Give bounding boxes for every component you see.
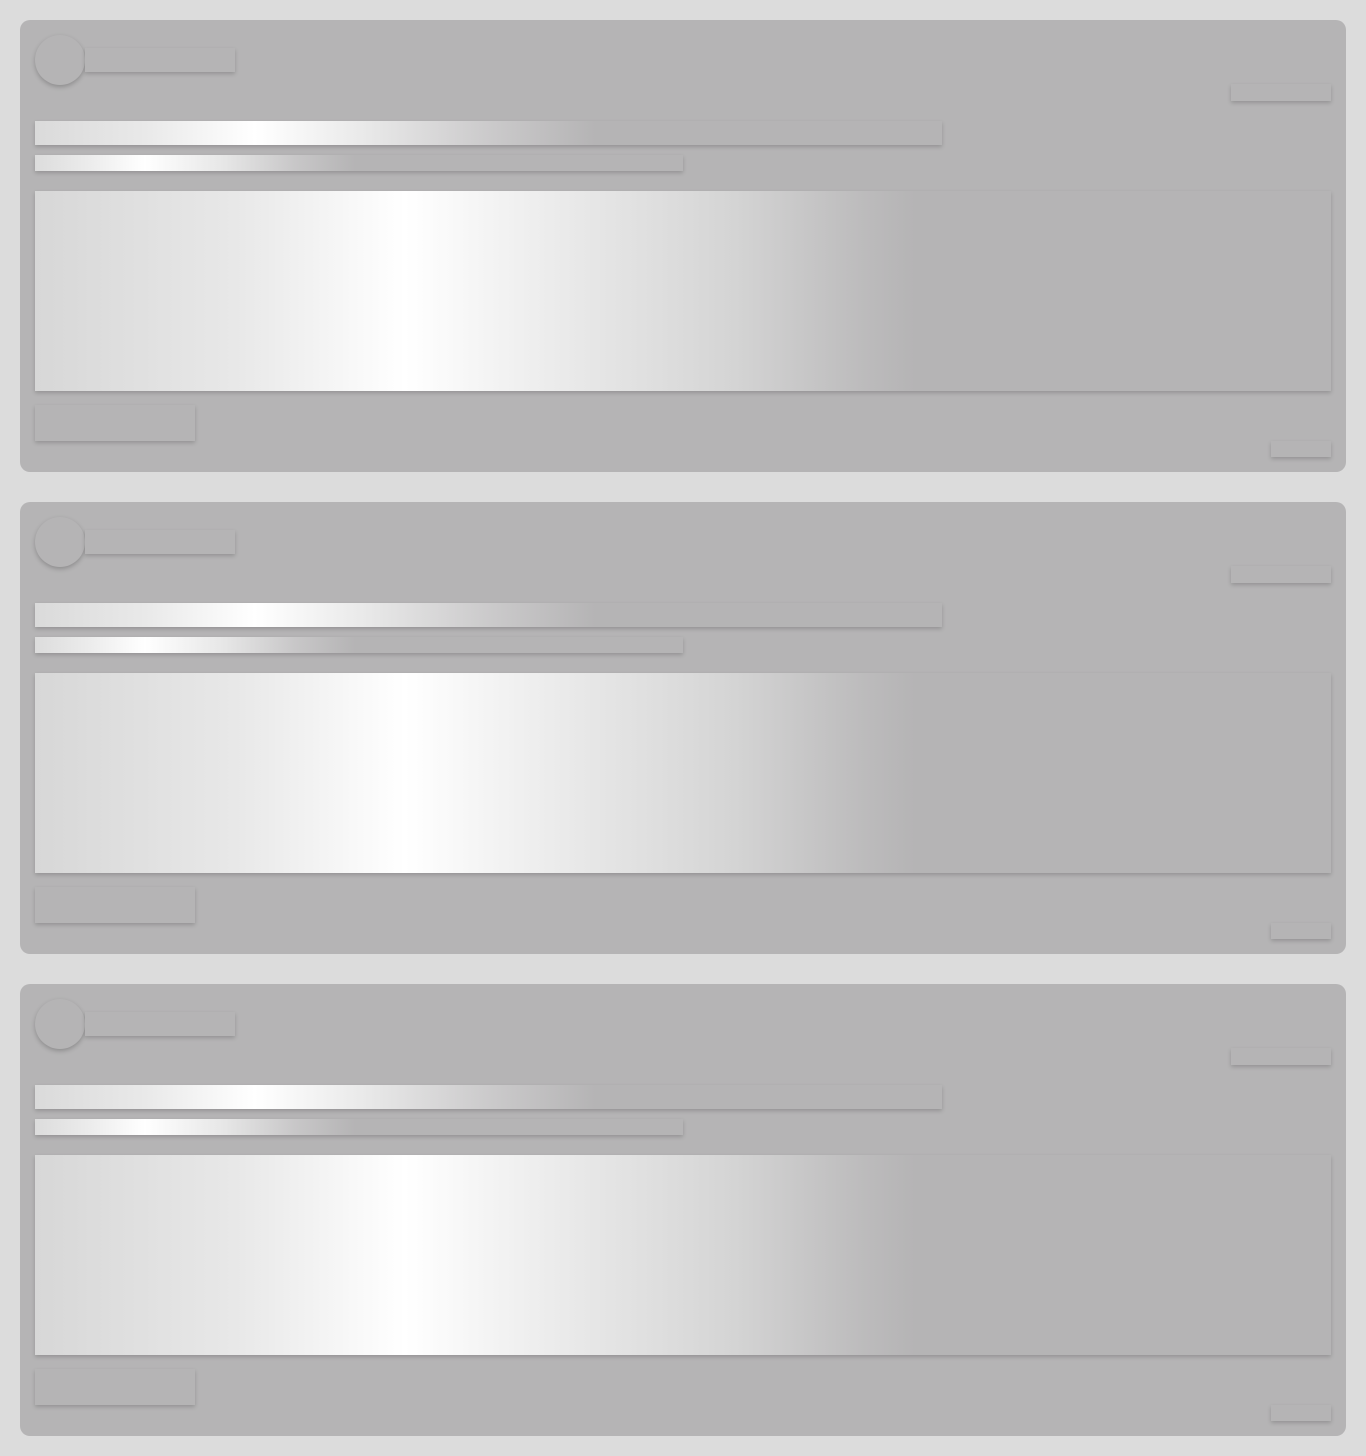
title-placeholder (35, 121, 942, 145)
action-button-placeholder (35, 887, 195, 923)
media-placeholder (35, 191, 1331, 391)
post-card-skeleton (20, 502, 1346, 954)
timestamp-placeholder (1231, 566, 1331, 583)
title-placeholder (35, 603, 942, 627)
timestamp-placeholder (1231, 84, 1331, 101)
author-name-placeholder (85, 530, 235, 554)
meta-placeholder (1271, 441, 1331, 457)
author-name-placeholder (85, 1012, 235, 1036)
meta-placeholder (1271, 1405, 1331, 1421)
title-placeholder (35, 1085, 942, 1109)
post-card-skeleton (20, 984, 1346, 1436)
media-placeholder (35, 1155, 1331, 1355)
timestamp-placeholder (1231, 1048, 1331, 1065)
action-button-placeholder (35, 1369, 195, 1405)
avatar-placeholder (35, 999, 85, 1049)
meta-placeholder (1271, 923, 1331, 939)
action-button-placeholder (35, 405, 195, 441)
media-placeholder (35, 673, 1331, 873)
avatar-placeholder (35, 517, 85, 567)
subtitle-placeholder (35, 637, 683, 653)
subtitle-placeholder (35, 1119, 683, 1135)
subtitle-placeholder (35, 155, 683, 171)
post-card-skeleton (20, 20, 1346, 472)
avatar-placeholder (35, 35, 85, 85)
author-name-placeholder (85, 48, 235, 72)
